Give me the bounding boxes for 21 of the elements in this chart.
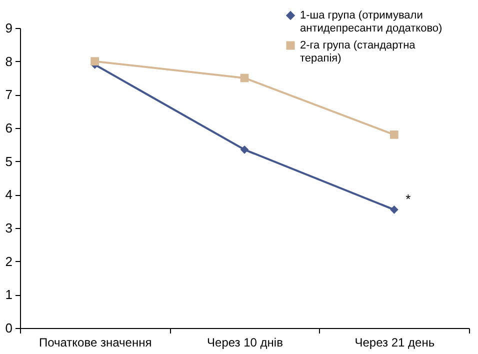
y-tick-label: 2 [5,254,12,269]
y-tick-label: 5 [5,154,12,169]
annotation: * [406,192,411,207]
x-tick-label: Через 21 день [354,336,435,350]
y-tick-label: 3 [5,220,12,236]
point [240,74,249,82]
y-tick-label: 1 [5,287,12,302]
x-tick-label: Початкове значення [38,336,152,350]
legend-label: 2-га група (стандартна терапія) [300,40,416,64]
point [90,57,100,66]
legend-label: 1-ша група (отримували антидепресанти додатково) [300,10,442,34]
point [240,145,249,154]
y-tick-label: 6 [5,120,12,136]
y-tick-label: 0 [5,320,12,336]
point [390,205,398,214]
y-tick-label: 4 [5,187,12,202]
point [390,130,398,139]
x-tick-label: Через 10 днів [207,336,283,350]
y-tick-label: 8 [5,54,12,69]
y-tick-label: 7 [5,87,12,102]
y-tick-label: 9 [5,20,12,36]
